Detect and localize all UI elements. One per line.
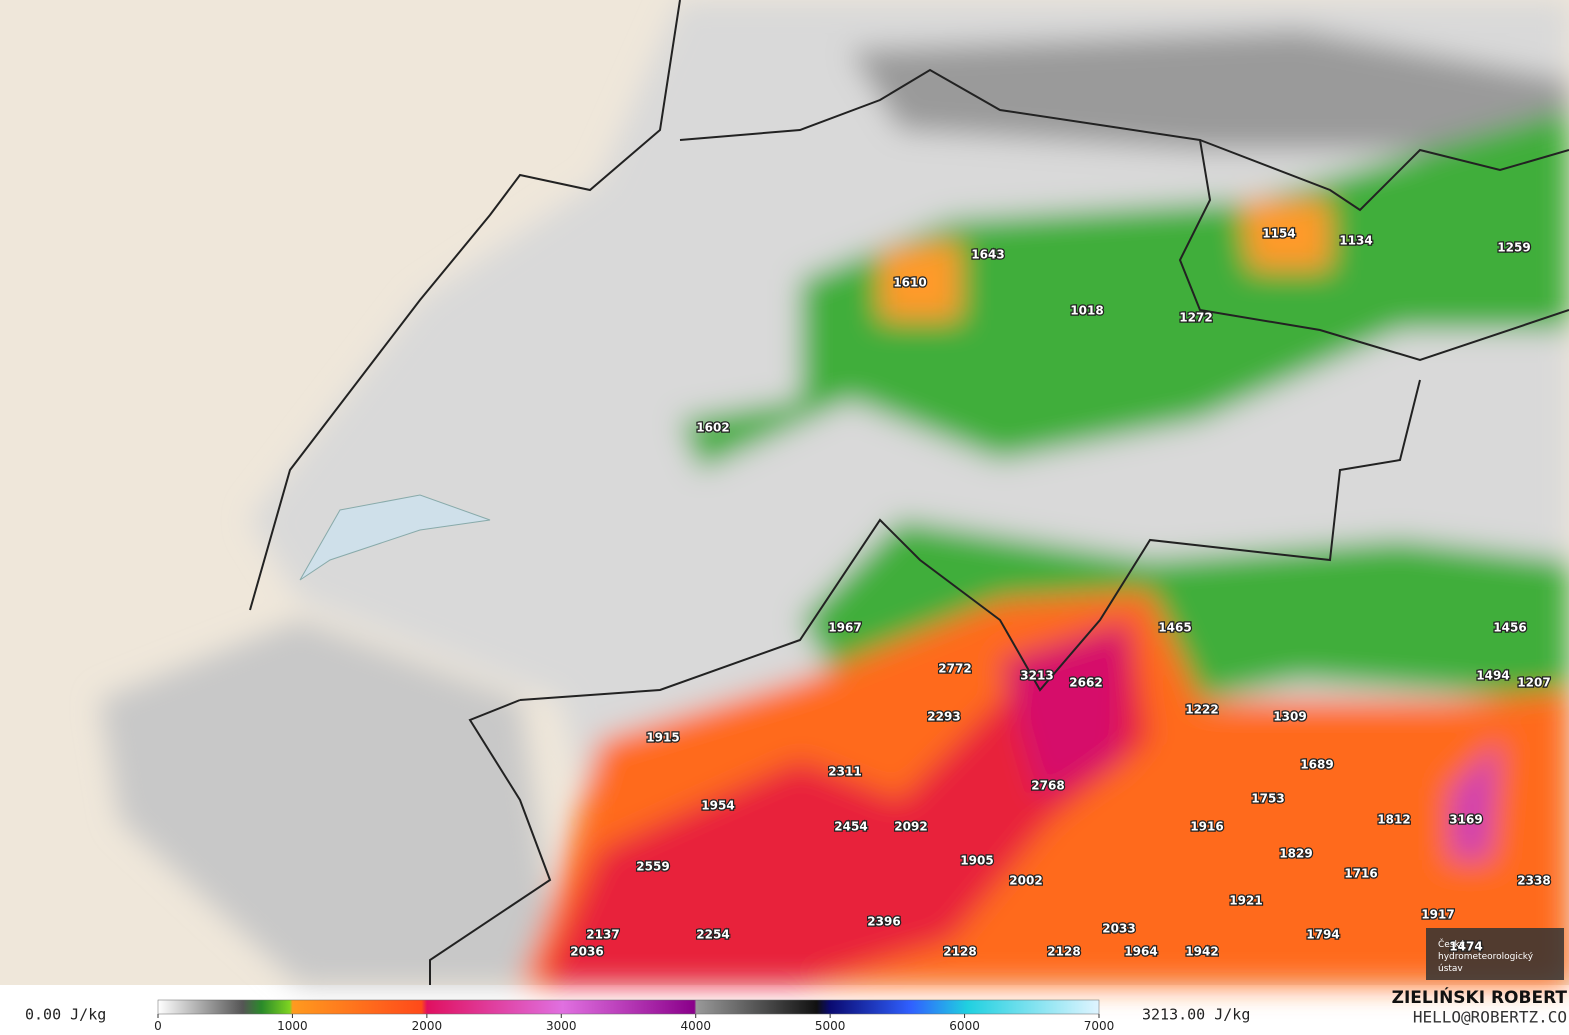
- tick-label: 4000: [680, 1019, 711, 1033]
- value-label: 1018: [1070, 304, 1103, 318]
- value-label: 1812: [1377, 813, 1410, 827]
- value-label: 1474: [1449, 940, 1482, 954]
- value-label: 1916: [1190, 820, 1223, 834]
- value-label: 1794: [1306, 928, 1339, 942]
- logo-text: ústav: [1438, 964, 1463, 974]
- value-label: 1753: [1251, 792, 1284, 806]
- value-label: 2338: [1517, 874, 1550, 888]
- logo-text: Český: [1438, 938, 1465, 950]
- value-label: 1259: [1497, 241, 1530, 255]
- max-label: 3213.00 J/kg: [1142, 1006, 1250, 1024]
- value-label: 1829: [1279, 847, 1312, 861]
- value-label: 2662: [1069, 676, 1102, 690]
- contact: HELLO@ROBERTZ.CO: [1413, 1008, 1567, 1027]
- value-label: 1689: [1300, 758, 1333, 772]
- value-label: 2128: [943, 945, 976, 959]
- cape-field: [100, 0, 1569, 985]
- value-label: 1456: [1493, 621, 1526, 635]
- value-label: 1154: [1262, 227, 1295, 241]
- author: ZIELIŃSKI ROBERT: [1392, 986, 1568, 1008]
- value-label: 1716: [1344, 867, 1377, 881]
- tick-label: 3000: [546, 1019, 577, 1033]
- country-borders: [249, 0, 1569, 985]
- value-label: 2293: [927, 710, 960, 724]
- value-label: 1915: [646, 731, 679, 745]
- value-label: 3169: [1449, 813, 1482, 827]
- tick-label: 2000: [412, 1019, 443, 1033]
- value-label: 1610: [893, 276, 926, 290]
- value-label: 3213: [1020, 669, 1053, 683]
- lake: [299, 494, 491, 581]
- tick-label: 7000: [1084, 1019, 1115, 1033]
- tick-label: 0: [154, 1019, 162, 1033]
- value-label: 2396: [867, 915, 900, 929]
- colorbar-ticks: 0 1000 2000 3000 4000 5000 6000 7000: [154, 1014, 1114, 1033]
- tick-label: 1000: [277, 1019, 308, 1033]
- value-label: 1917: [1421, 908, 1454, 922]
- value-label: 1222: [1185, 703, 1218, 717]
- value-label: 2772: [938, 662, 971, 676]
- value-labels: 1643 1610 1018 1272 1154 1134 1259 1602 1967 1465…: [569, 225, 1552, 960]
- value-label: 2128: [1047, 945, 1080, 959]
- value-label: 1207: [1517, 676, 1550, 690]
- logo-box: [1426, 928, 1564, 980]
- colorbar: [157, 999, 1100, 1015]
- value-label: 2137: [586, 928, 619, 942]
- min-label: 0.00 J/kg: [25, 1006, 106, 1024]
- value-label: 1967: [828, 621, 861, 635]
- value-label: 1921: [1229, 894, 1262, 908]
- value-label: 1954: [701, 799, 734, 813]
- value-label: 1942: [1185, 945, 1218, 959]
- value-label: 2559: [636, 860, 669, 874]
- value-label: 1309: [1273, 710, 1306, 724]
- value-label: 2454: [834, 820, 867, 834]
- value-label: 1494: [1476, 669, 1509, 683]
- value-label: 1465: [1158, 621, 1191, 635]
- value-label: 1272: [1179, 311, 1212, 325]
- logo-text: hydrometeorologický: [1438, 952, 1534, 962]
- value-label: 1134: [1339, 234, 1372, 248]
- value-label: 2036: [570, 945, 603, 959]
- value-label: 2254: [696, 928, 729, 942]
- value-label: 2092: [894, 820, 927, 834]
- tick-label: 6000: [949, 1019, 980, 1033]
- tick-label: 5000: [815, 1019, 846, 1033]
- value-label: 2002: [1009, 874, 1042, 888]
- value-label: 2768: [1031, 779, 1064, 793]
- value-label: 2033: [1102, 922, 1135, 936]
- value-label: 1602: [696, 421, 729, 435]
- value-label: 2311: [828, 765, 861, 779]
- value-label: 1964: [1124, 945, 1157, 959]
- value-label: 1905: [960, 854, 993, 868]
- value-label: 1643: [971, 248, 1004, 262]
